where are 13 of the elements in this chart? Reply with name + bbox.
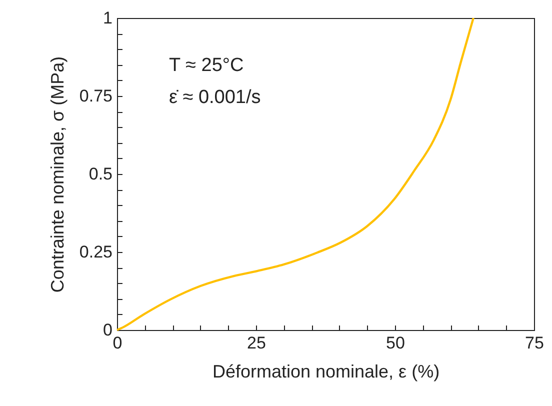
y-tick-label: 0.5 xyxy=(88,164,112,184)
annotation: ε̇ ≈ 0.001/s xyxy=(169,87,261,108)
y-tick-label: 1 xyxy=(103,8,112,28)
y-tick-label: 0.25 xyxy=(79,242,112,262)
y-tick-label: 0 xyxy=(103,320,112,340)
annotation: T ≈ 25°C xyxy=(169,55,244,76)
x-tick-label: 50 xyxy=(386,334,405,352)
x-tick-label: 75 xyxy=(525,334,544,352)
y-tick-label: 0.75 xyxy=(79,86,112,106)
x-axis-title: Déformation nominale, ε (%) xyxy=(212,362,440,382)
x-tick-label: 25 xyxy=(247,334,266,352)
line-series xyxy=(116,16,474,332)
y-axis-title: Contrainte nominale, σ (MPa) xyxy=(47,56,68,293)
